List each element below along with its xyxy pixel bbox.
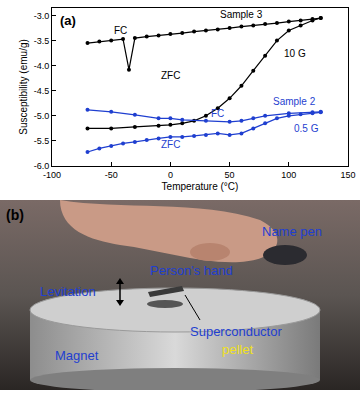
svg-text:-50: -50 xyxy=(105,170,118,180)
svg-text:pellet: pellet xyxy=(222,342,253,357)
svg-text:50: 50 xyxy=(225,170,235,180)
svg-text:Person's hand: Person's hand xyxy=(150,263,233,278)
svg-text:Sample 2: Sample 2 xyxy=(273,96,316,107)
svg-text:FC: FC xyxy=(114,25,127,36)
svg-text:-6.0: -6.0 xyxy=(34,161,50,171)
svg-text:FC: FC xyxy=(211,108,224,119)
svg-text:Superconductor: Superconductor xyxy=(190,324,282,339)
svg-text:-100: -100 xyxy=(43,170,61,180)
svg-text:ZFC: ZFC xyxy=(161,70,180,81)
svg-text:(b): (b) xyxy=(6,207,24,223)
svg-text:-3.0: -3.0 xyxy=(34,11,50,21)
svg-text:150: 150 xyxy=(340,170,355,180)
svg-text:-4.5: -4.5 xyxy=(34,86,50,96)
svg-text:Sample 3: Sample 3 xyxy=(220,9,263,20)
svg-text:-5.5: -5.5 xyxy=(34,136,50,146)
svg-text:10 G: 10 G xyxy=(284,48,306,59)
svg-text:Name pen: Name pen xyxy=(262,224,322,239)
svg-text:Susceptibility (emu/g): Susceptibility (emu/g) xyxy=(18,39,29,135)
svg-text:-5.0: -5.0 xyxy=(34,111,50,121)
svg-text:100: 100 xyxy=(281,170,296,180)
svg-text:(a): (a) xyxy=(60,13,76,28)
svg-text:0: 0 xyxy=(168,170,173,180)
svg-text:Magnet: Magnet xyxy=(55,348,99,363)
svg-text:0.5 G: 0.5 G xyxy=(294,123,319,134)
svg-text:Levitation: Levitation xyxy=(40,284,96,299)
svg-text:ZFC: ZFC xyxy=(161,139,180,150)
svg-text:-4.0: -4.0 xyxy=(34,61,50,71)
svg-text:-3.5: -3.5 xyxy=(34,36,50,46)
svg-text:Temperature (°C): Temperature (°C) xyxy=(162,181,239,192)
